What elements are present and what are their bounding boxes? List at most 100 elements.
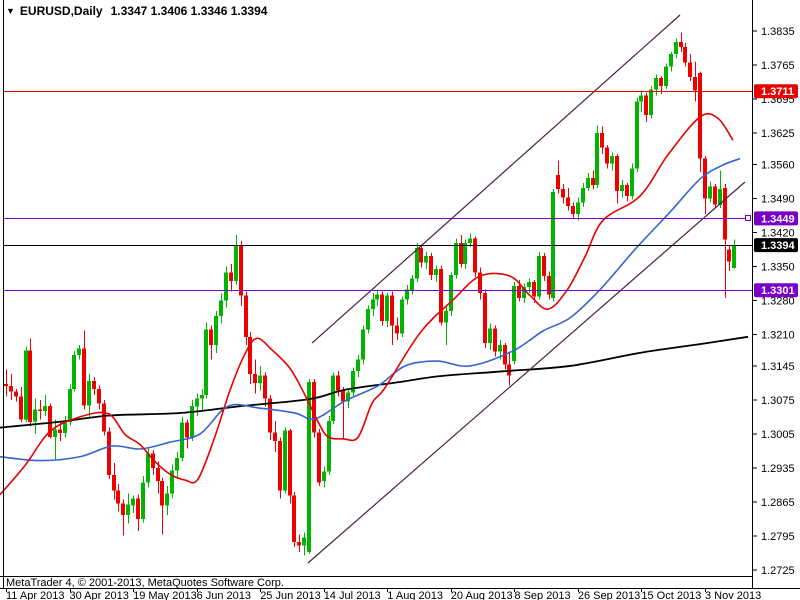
candle <box>625 182 629 201</box>
price-tick-label: 1.3075 <box>761 395 795 407</box>
price-tick-label: 1.3420 <box>761 228 795 240</box>
candle <box>336 370 340 397</box>
candle <box>478 267 482 300</box>
candle <box>708 181 712 203</box>
candle <box>615 153 619 204</box>
candle <box>327 416 331 476</box>
candle <box>204 322 208 399</box>
candle <box>160 477 164 535</box>
price-tick-label: 1.3280 <box>761 295 795 307</box>
candle <box>581 182 585 208</box>
svg-text:1.3711: 1.3711 <box>761 86 794 98</box>
candle <box>688 53 692 81</box>
trendline-handle[interactable] <box>745 215 751 221</box>
chart-ohlc-values: 1.3347 1.3406 1.3346 1.3394 <box>110 4 268 18</box>
candle <box>605 145 609 169</box>
candle <box>68 383 72 426</box>
candle <box>527 278 531 294</box>
candle <box>97 385 101 410</box>
date-tick-label: 6 Jun 2013 <box>197 590 251 600</box>
candle <box>214 311 218 353</box>
candle <box>380 291 384 326</box>
candle <box>229 264 233 292</box>
candle <box>209 325 213 360</box>
candle <box>522 283 526 303</box>
candle <box>698 71 702 172</box>
collapse-arrow-icon[interactable]: ▼ <box>6 6 15 16</box>
svg-text:1.3394: 1.3394 <box>761 240 796 252</box>
price-tick-label: 1.3765 <box>761 60 795 72</box>
candle <box>390 291 394 346</box>
candle <box>732 239 736 269</box>
candle <box>33 398 37 434</box>
price-tick-label: 1.3560 <box>761 160 795 172</box>
price-tick-label: 1.3625 <box>761 128 795 140</box>
candle <box>674 38 678 59</box>
candle <box>654 74 658 96</box>
candle <box>63 416 67 438</box>
candle <box>331 372 335 425</box>
candle <box>356 354 360 378</box>
price-badge: 1.3394 <box>754 238 798 253</box>
candle <box>459 234 463 268</box>
candle <box>371 293 375 316</box>
candle <box>542 252 546 281</box>
chart-symbol-period: EURUSD,Daily <box>19 4 103 18</box>
candle <box>361 325 365 365</box>
candle <box>547 271 551 300</box>
candle <box>190 399 194 442</box>
candle <box>610 152 614 171</box>
candle <box>410 275 414 295</box>
chart-title-bar: ▼ EURUSD,Daily 1.3347 1.3406 1.3346 1.3394 <box>6 4 267 18</box>
candle <box>292 492 296 548</box>
candle <box>195 393 199 416</box>
candle <box>87 374 91 418</box>
candle <box>14 388 18 402</box>
candle <box>351 367 355 397</box>
trendline-channel-upper[interactable] <box>311 14 681 344</box>
candle <box>170 464 174 499</box>
candle <box>444 306 448 345</box>
candle <box>341 386 345 439</box>
ma-black-slow <box>0 335 749 429</box>
price-badge: 1.3301 <box>754 283 798 298</box>
candle <box>620 180 624 198</box>
candle <box>185 419 189 449</box>
candle <box>200 388 204 412</box>
candle <box>58 422 62 442</box>
price-badge: 1.3449 <box>754 211 798 226</box>
candle <box>454 238 458 279</box>
candle <box>586 173 590 192</box>
candle <box>136 494 140 531</box>
price-tick-label: 1.3210 <box>761 329 795 341</box>
candle <box>278 437 282 499</box>
candle <box>424 251 428 269</box>
candle <box>141 476 145 523</box>
candle <box>571 202 575 219</box>
candle <box>317 429 321 486</box>
candle <box>639 90 643 113</box>
price-tick-label: 1.2725 <box>761 565 795 577</box>
candle <box>9 374 13 400</box>
date-tick-label: 14 Jul 2013 <box>324 590 381 600</box>
candle <box>224 266 228 308</box>
date-tick-label: 3 Nov 2013 <box>705 590 761 600</box>
candle <box>248 332 252 384</box>
candle <box>566 187 570 211</box>
candle <box>112 463 116 500</box>
candle <box>288 429 292 504</box>
candle <box>244 291 248 346</box>
candle <box>146 447 150 488</box>
candle <box>116 483 120 512</box>
candle <box>429 252 433 280</box>
candle <box>727 246 731 272</box>
candle <box>175 451 179 480</box>
candle <box>488 323 492 350</box>
date-tick-label: 8 Sep 2013 <box>514 590 570 600</box>
candle <box>268 395 272 441</box>
candle <box>630 163 634 200</box>
time-axis[interactable]: 11 Apr 2013 30 Apr 2013 19 May 2013 6 Jun 2… <box>6 589 761 600</box>
candle <box>703 155 707 215</box>
candle <box>419 244 423 268</box>
